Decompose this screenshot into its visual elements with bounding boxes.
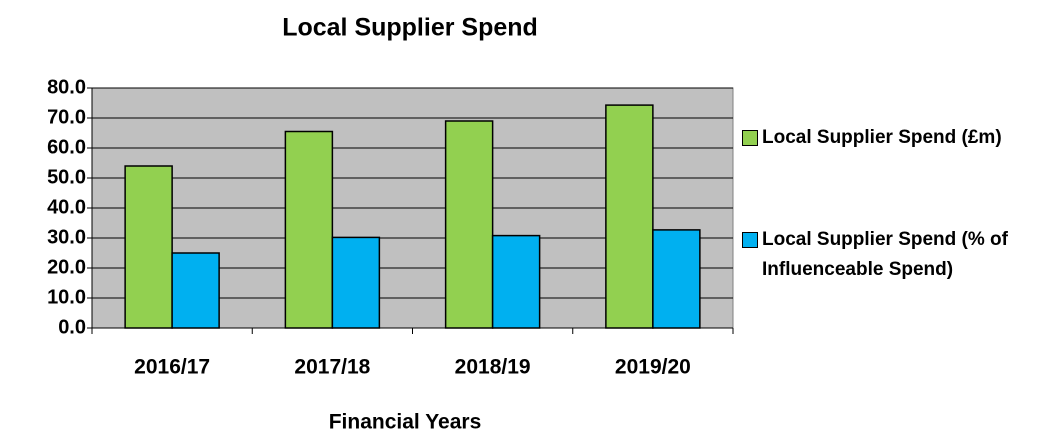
- legend-swatch: [742, 130, 758, 146]
- bar: [124, 165, 173, 329]
- bar: [444, 120, 494, 329]
- bar: [171, 252, 220, 329]
- chart-title: Local Supplier Spend: [282, 14, 538, 42]
- y-tick-label: 70.0: [47, 106, 86, 128]
- bar: [331, 236, 381, 329]
- legend-item: Local Supplier Spend (£m): [742, 123, 1032, 153]
- x-tick-label: 2017/18: [294, 356, 370, 379]
- bar: [491, 234, 541, 329]
- y-tick-label: 0.0: [58, 316, 86, 338]
- legend-label: Local Supplier Spend (% of Influenceable…: [762, 229, 1008, 280]
- y-tick-label: 80.0: [47, 76, 86, 98]
- bar: [652, 229, 701, 329]
- y-tick-label: 30.0: [47, 226, 86, 248]
- y-tick-label: 20.0: [47, 256, 86, 278]
- legend-swatch: [742, 232, 758, 248]
- bar: [605, 104, 654, 329]
- y-tick-label: 50.0: [47, 166, 86, 188]
- bar: [284, 130, 334, 329]
- y-tick-label: 40.0: [47, 196, 86, 218]
- x-axis-title: Financial Years: [329, 411, 482, 434]
- x-tick-label: 2018/19: [455, 356, 531, 379]
- legend-item: Local Supplier Spend (% of Influenceable…: [742, 225, 1032, 285]
- y-tick-label: 60.0: [47, 136, 86, 158]
- x-tick-label: 2019/20: [615, 356, 691, 379]
- legend-label: Local Supplier Spend (£m): [762, 127, 1002, 148]
- x-tick-label: 2016/17: [134, 356, 210, 379]
- y-tick-label: 10.0: [47, 286, 86, 308]
